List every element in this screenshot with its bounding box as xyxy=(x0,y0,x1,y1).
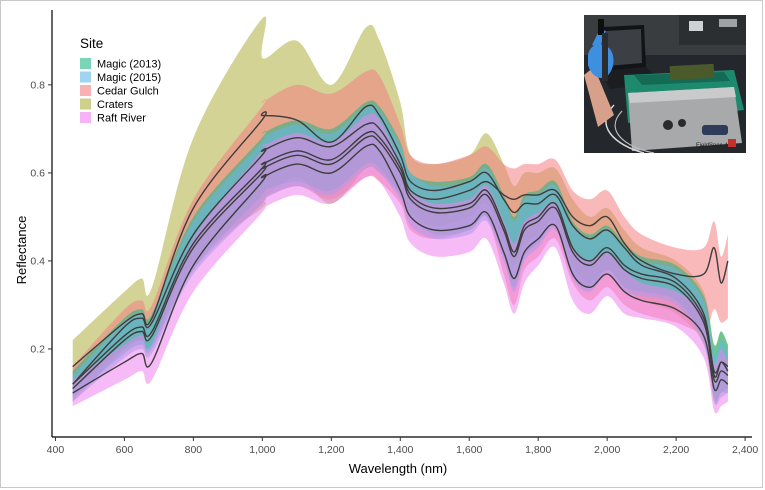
x-tick-label: 2,200 xyxy=(663,444,689,456)
legend-title: Site xyxy=(80,36,103,51)
y-axis-title: Reflectance xyxy=(14,216,29,285)
x-tick-label: 800 xyxy=(185,444,203,456)
y-tick-label: 0.6 xyxy=(30,167,45,179)
legend-label: Magic (2015) xyxy=(97,72,161,84)
x-tick-label: 2,000 xyxy=(594,444,620,456)
band-layer xyxy=(72,16,728,414)
mean-line-cedar-gulch xyxy=(72,122,729,385)
mean-line-layer xyxy=(72,104,729,394)
legend-label: Craters xyxy=(97,99,134,111)
y-tick-label: 0.4 xyxy=(30,255,45,267)
x-tick-label: 2,400 xyxy=(732,444,758,456)
x-tick-label: 600 xyxy=(116,444,134,456)
x-tick-label: 400 xyxy=(47,444,65,456)
legend-swatch xyxy=(80,112,91,123)
x-tick-label: 1,200 xyxy=(318,444,344,456)
mean-line-magic-2013 xyxy=(72,130,729,385)
y-axis-ticks: 0.2 0.4 0.6 0.8 xyxy=(30,79,52,355)
x-tick-label: 1,800 xyxy=(525,444,551,456)
x-tick-label: 1,600 xyxy=(456,444,482,456)
legend-label: Magic (2013) xyxy=(97,59,161,71)
legend-swatch xyxy=(80,71,91,83)
x-axis-title: Wavelength (nm) xyxy=(349,461,448,476)
mean-line-raft-river xyxy=(72,143,729,394)
axes: 400 600 800 1,000 1,200 1,400 1,600 1,800 2,000 2… xyxy=(30,10,758,456)
band-magic-2015 xyxy=(72,104,728,406)
field-spectrometer-photo-icon: FieldSpec 4 xyxy=(584,15,746,153)
y-tick-label: 0.2 xyxy=(30,343,45,355)
legend-swatch xyxy=(80,98,91,110)
legend-label: Cedar Gulch xyxy=(97,86,159,98)
band-cedar-gulch xyxy=(72,69,728,402)
mean-line-craters xyxy=(72,104,729,378)
x-axis-ticks: 400 600 800 1,000 1,200 1,400 1,600 1,800 2,000 2… xyxy=(47,437,758,456)
legend-swatch xyxy=(80,58,91,69)
mean-line-magic-2015 xyxy=(72,135,729,390)
y-tick-label: 0.8 xyxy=(30,79,45,91)
band-raft-river xyxy=(72,113,728,414)
legend-label: Raft River xyxy=(97,113,146,125)
x-tick-label: 1,400 xyxy=(387,444,413,456)
legend: Site Magic (2013)Magic (2015) Cedar Gulch… xyxy=(80,36,161,125)
inset-photo: FieldSpec 4 xyxy=(584,15,746,153)
device-label: FieldSpec 4 xyxy=(696,143,728,149)
band-craters xyxy=(72,16,728,405)
legend-swatch xyxy=(80,85,91,96)
x-tick-label: 1,000 xyxy=(249,444,275,456)
